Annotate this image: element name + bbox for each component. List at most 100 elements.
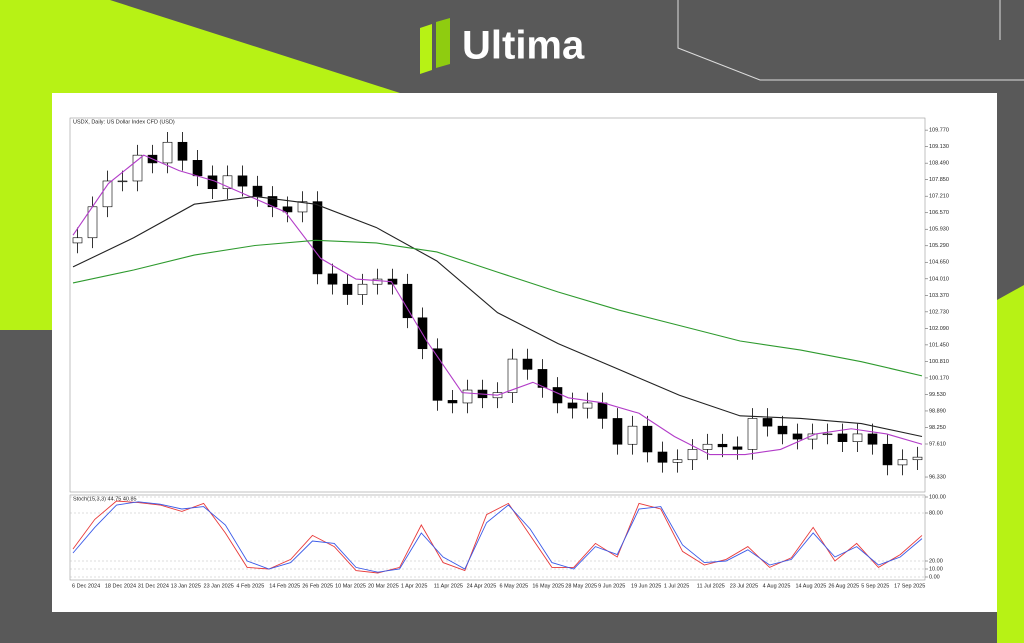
x-tick-label: 4 Aug 2025 (763, 583, 791, 589)
y-tick-label: 100.170 (929, 375, 949, 381)
candle-body (117, 180, 128, 183)
x-tick-label: 6 May 2025 (500, 583, 529, 589)
candle-body (177, 141, 188, 161)
candle-body (672, 459, 683, 463)
x-tick-label: 6 Dec 2024 (72, 583, 100, 589)
main-frame (69, 117, 926, 493)
candle-body (462, 389, 473, 404)
candle-body (207, 175, 218, 190)
candle-body (102, 180, 113, 208)
y-tick-label: 105.930 (929, 227, 949, 233)
candle-body (792, 433, 803, 440)
candle-body (297, 201, 308, 213)
accent-right (997, 285, 1024, 643)
x-tick-label: 31 Dec 2024 (138, 583, 169, 589)
candle-body (282, 206, 293, 213)
y-tick-label: 20.00 (929, 558, 943, 564)
line-series (72, 239, 923, 377)
candle-body (222, 175, 233, 190)
y-tick-label: 103.370 (929, 293, 949, 299)
y-tick-label: 102.730 (929, 309, 949, 315)
candle-body (687, 449, 698, 461)
y-tick-label: 108.490 (929, 161, 949, 167)
x-tick-label: 26 Aug 2025 (828, 583, 859, 589)
y-tick-label: 102.090 (929, 326, 949, 332)
logo-icon (436, 18, 450, 68)
x-tick-label: 5 Sep 2025 (861, 583, 889, 589)
plot: 109.770 109.130 108.490 107.850 107.210 106.5… (70, 128, 949, 589)
candle-body (72, 237, 83, 244)
candle-body (912, 456, 923, 461)
candle-body (342, 283, 353, 295)
y-tick-label: 0.00 (929, 574, 940, 580)
y-tick-label: 104.650 (929, 260, 949, 266)
x-tick-label: 28 May 2025 (565, 583, 597, 589)
x-tick-label: 10 Mar 2025 (335, 583, 366, 589)
line-series (72, 501, 923, 573)
accent-left (0, 0, 400, 330)
candle-body (432, 348, 443, 401)
x-tick-label: 17 Sep 2025 (894, 583, 925, 589)
candle-body (192, 160, 203, 177)
brand: Ultima (462, 24, 585, 68)
y-tick-label: 101.450 (929, 342, 949, 348)
candle-body (837, 433, 848, 442)
y-tick-label: 99.530 (929, 392, 946, 398)
y-tick-label: 98.250 (929, 425, 946, 431)
candle-body (762, 418, 773, 427)
x-tick-label: 1 Apr 2025 (401, 583, 428, 589)
candle-body (612, 418, 623, 445)
x-tick-label: 19 Jun 2025 (631, 583, 661, 589)
y-tick-label: 80.00 (929, 510, 943, 516)
x-tick-label: 23 Jul 2025 (730, 583, 758, 589)
x-tick-label: 24 Apr 2025 (467, 583, 497, 589)
y-tick-label: 107.210 (929, 194, 949, 200)
candle-body (252, 185, 263, 197)
deco-line (677, 0, 1024, 81)
candle-body (162, 141, 173, 164)
candle-body (372, 278, 383, 285)
x-tick-label: 9 Jun 2025 (598, 583, 625, 589)
candle-body (627, 425, 638, 445)
candle-body (522, 358, 533, 370)
candle-body (537, 369, 548, 388)
x-tick-label: 11 Jul 2025 (697, 583, 725, 589)
line-series (72, 154, 923, 456)
x-tick-label: 18 Dec 2024 (105, 583, 136, 589)
x-tick-label: 14 Feb 2025 (269, 583, 300, 589)
candle-body (582, 402, 593, 409)
y-tick-label: 104.010 (929, 276, 949, 282)
candle-body (507, 358, 518, 393)
candle-body (717, 443, 728, 448)
candle-body (552, 387, 563, 404)
candle-body (132, 154, 143, 182)
candle-body (642, 425, 653, 453)
x-tick-label: 11 Apr 2025 (434, 583, 463, 589)
candle-body (852, 433, 863, 442)
x-tick-label: 26 Feb 2025 (302, 583, 333, 589)
y-tick-label: 107.850 (929, 177, 949, 183)
y-tick-label: 109.770 (929, 128, 949, 134)
candle-body (357, 283, 368, 295)
y-tick-label: 106.570 (929, 210, 949, 216)
logo: Ultima (420, 18, 585, 74)
y-tick-label: 98.890 (929, 408, 946, 414)
candle-body (237, 175, 248, 187)
x-tick-label: 4 Feb 2025 (236, 583, 264, 589)
x-tick-label: 20 Mar 2025 (368, 583, 399, 589)
candle-body (402, 283, 413, 319)
logo-icon (420, 24, 432, 74)
x-tick-label: 13 Jan 2025 (171, 583, 201, 589)
y-tick-label: 96.330 (929, 474, 946, 480)
x-tick-label: 14 Aug 2025 (795, 583, 826, 589)
line-series (72, 195, 923, 438)
candle-body (447, 400, 458, 404)
y-tick-label: 97.610 (929, 441, 946, 447)
y-tick-label: 100.810 (929, 359, 949, 365)
stoch-title: Stoch(15,3,3) 44.75 40.85 (73, 496, 137, 502)
candle-body (747, 418, 758, 450)
candle-body (567, 402, 578, 409)
x-tick-label: 1 Jul 2025 (664, 583, 689, 589)
candle-body (732, 446, 743, 450)
